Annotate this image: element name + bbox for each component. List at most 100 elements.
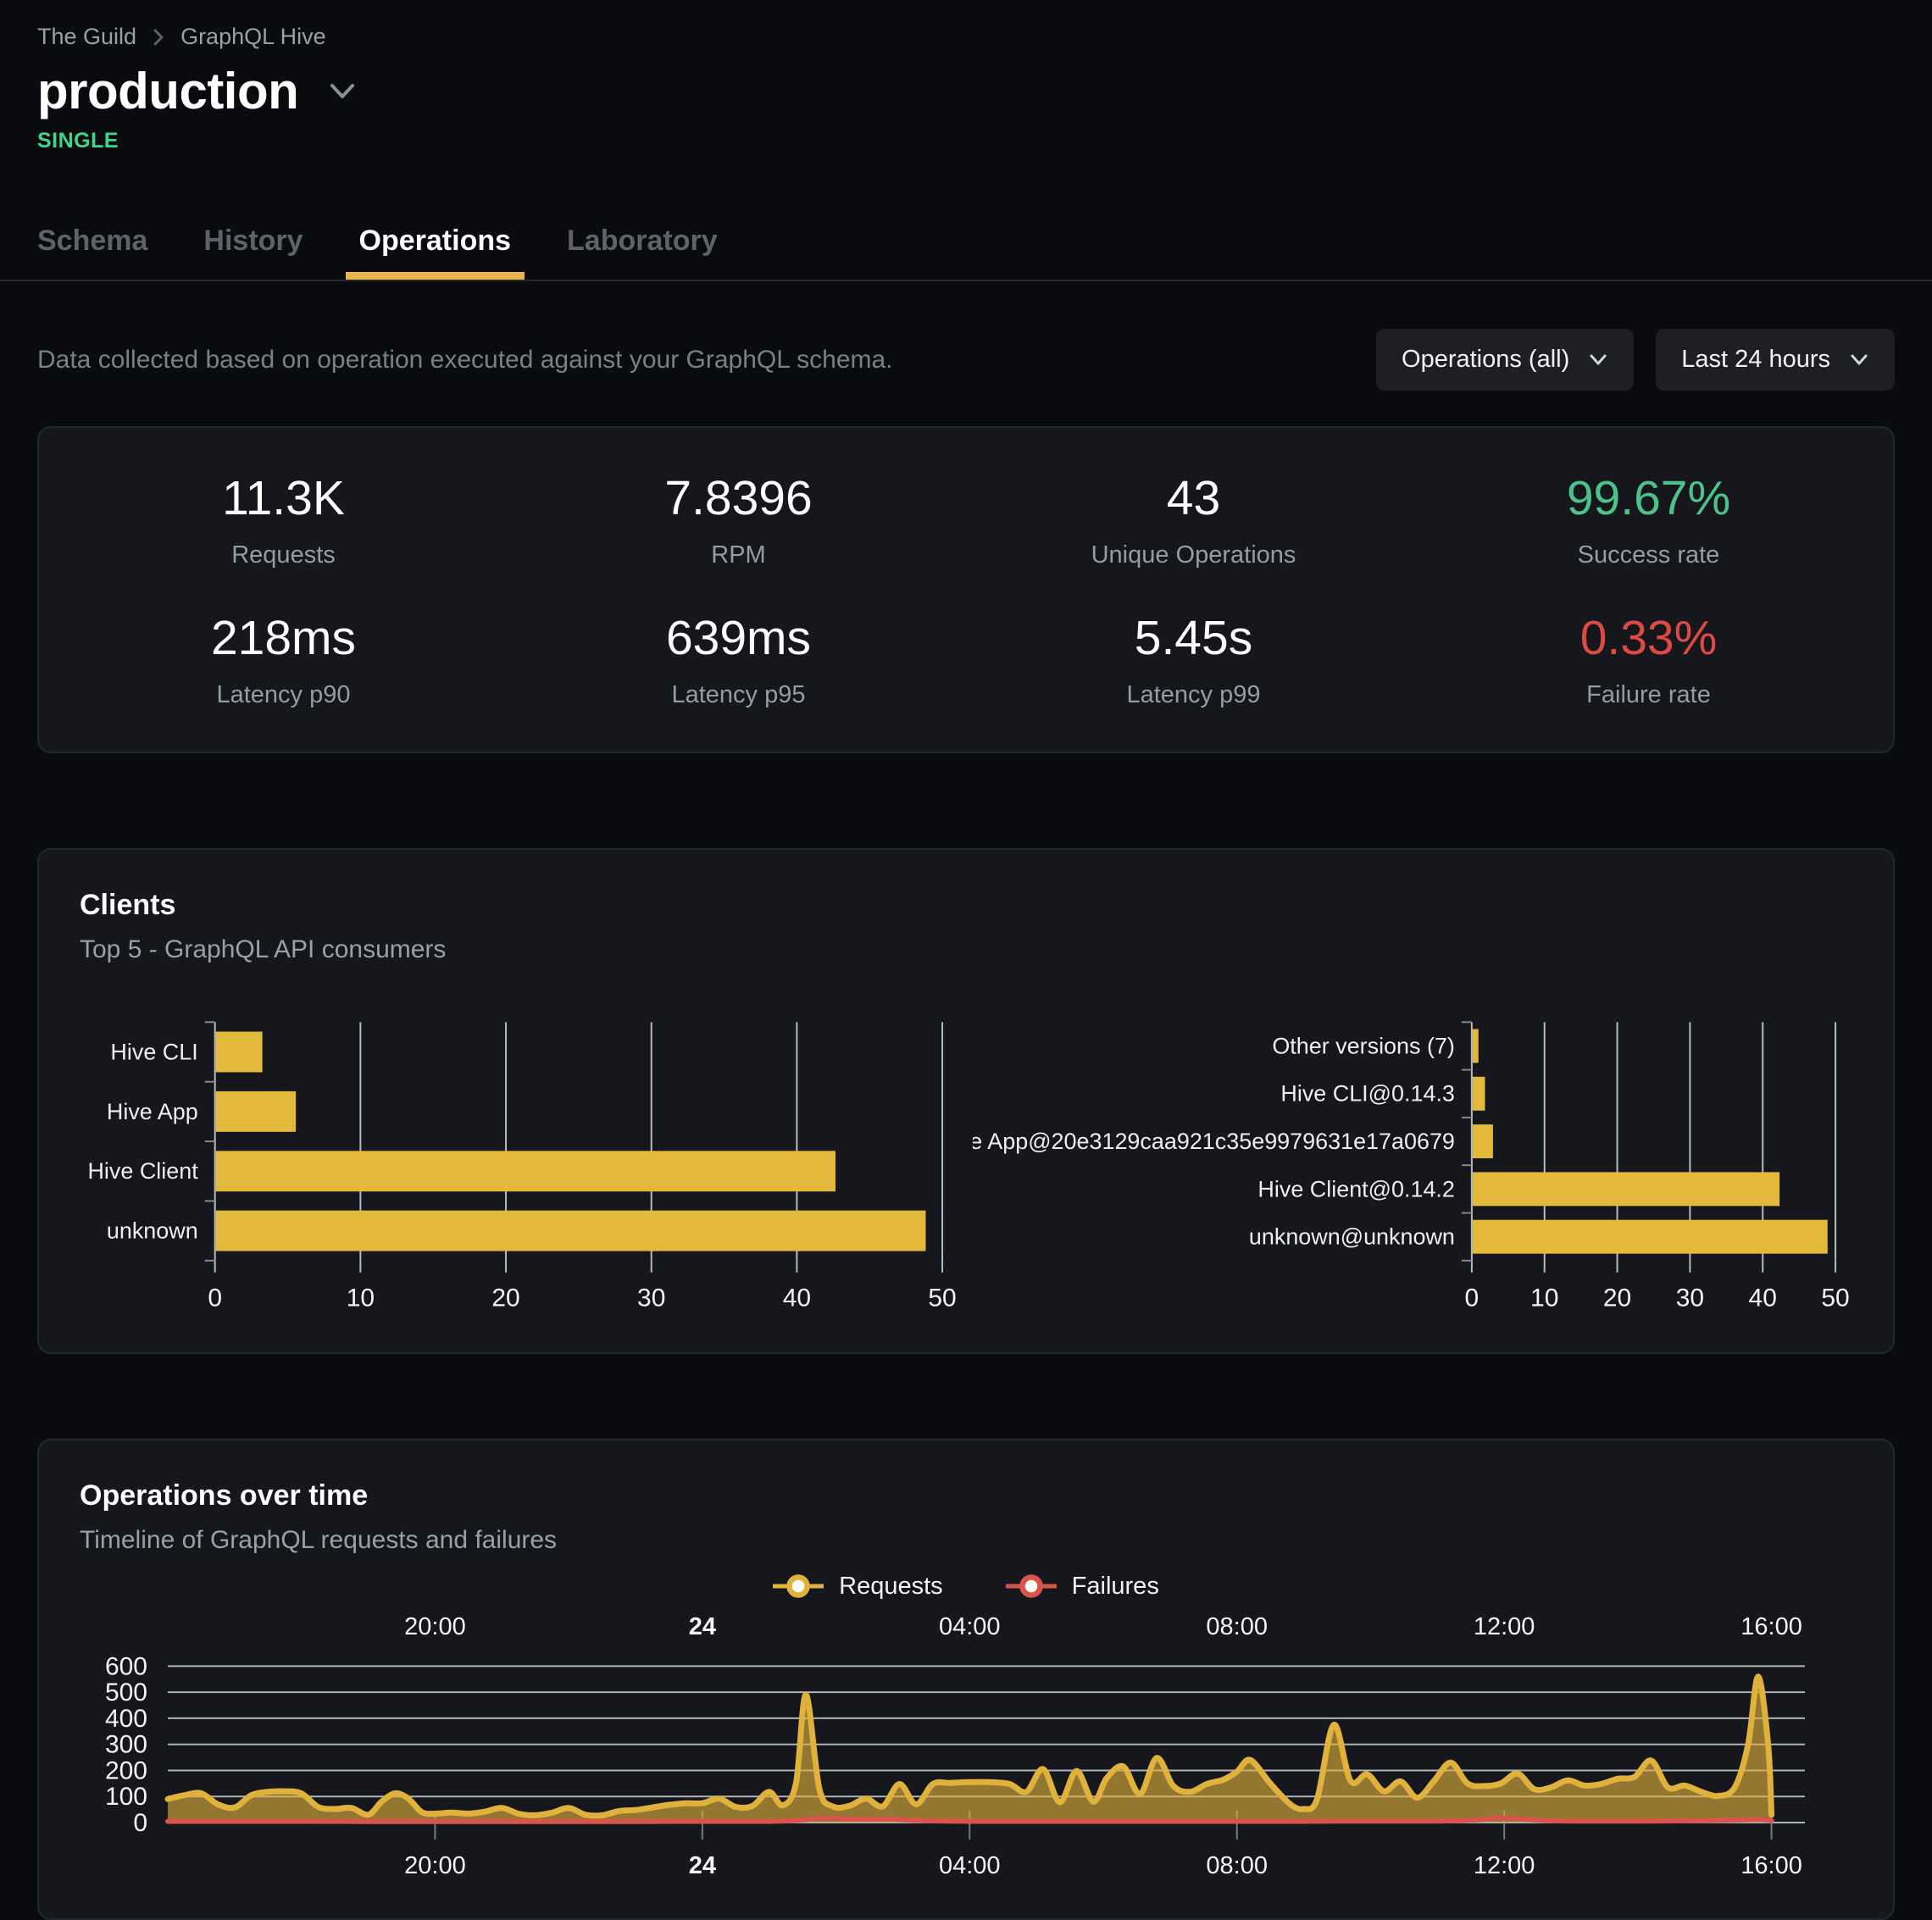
svg-text:300: 300 [105, 1731, 147, 1759]
page-title: production [37, 63, 299, 119]
svg-text:40: 40 [1749, 1285, 1777, 1312]
svg-text:Hive CLI: Hive CLI [110, 1039, 197, 1064]
stat-unique-operations: 43 Unique Operations [966, 470, 1421, 569]
operations-filter-value: Operations (all) [1402, 346, 1570, 373]
svg-text:0: 0 [208, 1285, 222, 1312]
svg-text:unknown@unknown: unknown@unknown [1249, 1224, 1455, 1250]
svg-text:08:00: 08:00 [1206, 1852, 1268, 1879]
svg-text:600: 600 [105, 1652, 147, 1680]
time-range-value: Last 24 hours [1681, 346, 1830, 373]
tab-laboratory[interactable]: Laboratory [567, 225, 718, 257]
stat-success-rate: 99.67% Success rate [1421, 470, 1876, 569]
svg-text:0: 0 [133, 1809, 147, 1837]
operations-page-content: Data collected based on operation execut… [0, 329, 1932, 1920]
stat-value: 639ms [665, 611, 812, 665]
tab-bar: Schema History Operations Laboratory [0, 225, 1932, 280]
stat-value: 11.3K [222, 471, 345, 525]
legend-item-requests[interactable]: Requests [773, 1572, 943, 1601]
svg-text:04:00: 04:00 [939, 1613, 1001, 1640]
page-description: Data collected based on operation execut… [37, 345, 893, 374]
clients-by-name-bar-chart: 0 10 20 30 40 50 Hive CLI Hive App Hive Client un… [87, 1021, 957, 1312]
breadcrumb-org-link[interactable]: The Guild [37, 24, 137, 49]
stat-value: 0.33% [1579, 611, 1718, 665]
svg-text:12:00: 12:00 [1474, 1613, 1535, 1640]
breadcrumb-separator-icon [153, 29, 164, 45]
stat-latency-p99: 5.45s Latency p99 [966, 610, 1421, 709]
time-range-dropdown[interactable]: Last 24 hours [1656, 329, 1895, 391]
svg-text:16:00: 16:00 [1740, 1852, 1802, 1879]
svg-text:40: 40 [783, 1285, 811, 1312]
stat-rpm: 7.8396 RPM [511, 470, 966, 569]
stat-requests: 11.3K Requests [56, 470, 511, 569]
tab-bar-divider [0, 280, 1932, 281]
operations-card-title: Operations over time [80, 1479, 369, 1512]
tab-schema[interactable]: Schema [37, 225, 148, 257]
svg-text:16:00: 16:00 [1740, 1613, 1802, 1640]
svg-text:24: 24 [689, 1613, 716, 1640]
chevron-down-icon [1590, 354, 1607, 365]
svg-text:0: 0 [1465, 1285, 1480, 1312]
svg-text:20: 20 [491, 1285, 519, 1312]
stat-label: Success rate [1577, 541, 1720, 569]
clients-card-subtitle: Top 5 - GraphQL API consumers [80, 935, 447, 963]
legend-label: Failures [1071, 1572, 1159, 1600]
svg-text:200: 200 [105, 1756, 147, 1784]
breadcrumb: The Guild GraphQL Hive [0, 0, 1932, 50]
chevron-down-icon [1851, 354, 1868, 365]
svg-text:unknown: unknown [107, 1218, 198, 1244]
controls-row: Data collected based on operation execut… [37, 329, 1895, 391]
stat-label: RPM [711, 541, 766, 569]
stat-label: Latency p99 [1126, 681, 1261, 708]
svg-text:12:00: 12:00 [1474, 1852, 1535, 1879]
svg-text:20: 20 [1603, 1285, 1631, 1312]
svg-text:30: 30 [637, 1285, 665, 1312]
page-header: The Guild GraphQL Hive production SINGLE… [0, 0, 1932, 281]
clients-by-version-bar-chart: 0 10 20 30 40 50 Other versions (7) Hive CLI@0.… [973, 1021, 1850, 1312]
stat-value: 218ms [210, 611, 357, 665]
svg-text:20:00: 20:00 [404, 1852, 466, 1879]
target-selector-chevron-down-icon[interactable] [325, 80, 359, 103]
operations-over-time-card: Operations over time Timeline of GraphQL… [37, 1439, 1895, 1920]
timeline-legend: Requests Failures [80, 1572, 1852, 1601]
svg-text:400: 400 [105, 1705, 147, 1733]
legend-marker-icon [1005, 1574, 1057, 1598]
legend-label: Requests [839, 1572, 943, 1600]
breadcrumb-project-link[interactable]: GraphQL Hive [180, 24, 326, 49]
clients-card-title: Clients [80, 889, 176, 921]
stat-label: Latency p90 [216, 681, 351, 708]
tab-history[interactable]: History [203, 225, 303, 257]
target-type-badge: SINGLE [37, 129, 119, 153]
svg-text:50: 50 [928, 1285, 956, 1312]
svg-text:08:00: 08:00 [1206, 1613, 1268, 1640]
stat-label: Latency p95 [671, 681, 806, 708]
svg-text:Other versions (7): Other versions (7) [1272, 1033, 1455, 1058]
stat-value: 99.67% [1566, 471, 1731, 525]
stat-label: Unique Operations [1091, 541, 1296, 569]
svg-text:10: 10 [1530, 1285, 1558, 1312]
stat-value: 7.8396 [664, 471, 813, 525]
svg-text:50: 50 [1821, 1285, 1849, 1312]
stat-value: 43 [1166, 471, 1221, 525]
stat-failure-rate: 0.33% Failure rate [1421, 610, 1876, 709]
stat-value: 5.45s [1134, 611, 1253, 665]
svg-text:500: 500 [105, 1679, 147, 1706]
svg-text:20:00: 20:00 [404, 1613, 466, 1640]
stat-latency-p90: 218ms Latency p90 [56, 610, 511, 709]
svg-text:Hive App@20e3129caa921c35e9979: Hive App@20e3129caa921c35e9979631e17a067… [973, 1129, 1455, 1154]
svg-text:04:00: 04:00 [939, 1852, 1001, 1879]
svg-text:Hive CLI@0.14.3: Hive CLI@0.14.3 [1280, 1081, 1455, 1107]
stats-summary-card: 11.3K Requests 7.8396 RPM 43 Unique Operation… [37, 426, 1895, 753]
svg-text:24: 24 [689, 1852, 716, 1879]
legend-marker-icon [773, 1574, 824, 1598]
operations-card-subtitle: Timeline of GraphQL requests and failure… [80, 1526, 558, 1554]
tab-operations[interactable]: Operations [345, 225, 525, 280]
stat-label: Failure rate [1586, 681, 1711, 708]
svg-text:Hive Client: Hive Client [87, 1158, 198, 1184]
stat-label: Requests [231, 541, 336, 569]
svg-text:100: 100 [105, 1783, 147, 1811]
operations-filter-dropdown[interactable]: Operations (all) [1376, 329, 1635, 391]
stat-latency-p95: 639ms Latency p95 [511, 610, 966, 709]
legend-item-failures[interactable]: Failures [1005, 1572, 1159, 1601]
svg-text:Hive Client@0.14.2: Hive Client@0.14.2 [1257, 1176, 1454, 1201]
